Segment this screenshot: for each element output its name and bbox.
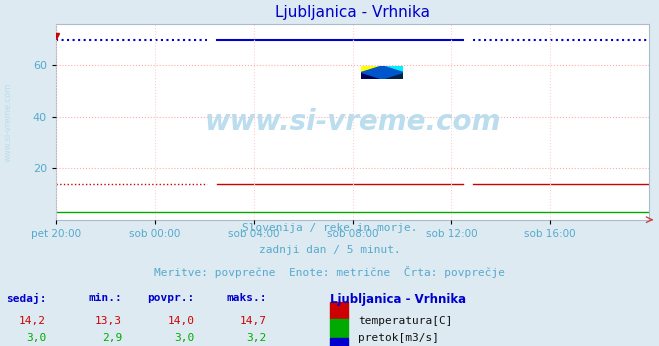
Text: 14,2: 14,2 <box>19 316 46 326</box>
Bar <box>330 302 348 319</box>
Text: 13,3: 13,3 <box>95 316 122 326</box>
Text: sedaj:: sedaj: <box>6 293 46 304</box>
Text: www.si-vreme.com: www.si-vreme.com <box>204 108 501 136</box>
Polygon shape <box>382 66 403 72</box>
Polygon shape <box>382 72 403 79</box>
Text: Meritve: povprečne  Enote: metrične  Črta: povprečje: Meritve: povprečne Enote: metrične Črta:… <box>154 266 505 279</box>
Polygon shape <box>361 66 382 72</box>
Bar <box>330 319 348 337</box>
Text: zadnji dan / 5 minut.: zadnji dan / 5 minut. <box>258 245 401 255</box>
Text: maks.:: maks.: <box>227 293 267 303</box>
Polygon shape <box>361 72 382 79</box>
Text: Slovenija / reke in morje.: Slovenija / reke in morje. <box>242 224 417 234</box>
Text: 3,0: 3,0 <box>26 334 46 343</box>
Text: Ljubljanica - Vrhnika: Ljubljanica - Vrhnika <box>330 293 466 306</box>
Text: www.si-vreme.com: www.si-vreme.com <box>3 82 13 162</box>
Text: pretok[m3/s]: pretok[m3/s] <box>358 334 439 343</box>
Text: 2,9: 2,9 <box>101 334 122 343</box>
Text: temperatura[C]: temperatura[C] <box>358 316 452 326</box>
Text: povpr.:: povpr.: <box>147 293 194 303</box>
Bar <box>330 338 348 346</box>
Polygon shape <box>361 66 403 79</box>
Title: Ljubljanica - Vrhnika: Ljubljanica - Vrhnika <box>275 5 430 20</box>
Text: 14,7: 14,7 <box>240 316 267 326</box>
Text: 3,2: 3,2 <box>246 334 267 343</box>
Text: 14,0: 14,0 <box>167 316 194 326</box>
Text: 3,0: 3,0 <box>174 334 194 343</box>
Text: min.:: min.: <box>88 293 122 303</box>
